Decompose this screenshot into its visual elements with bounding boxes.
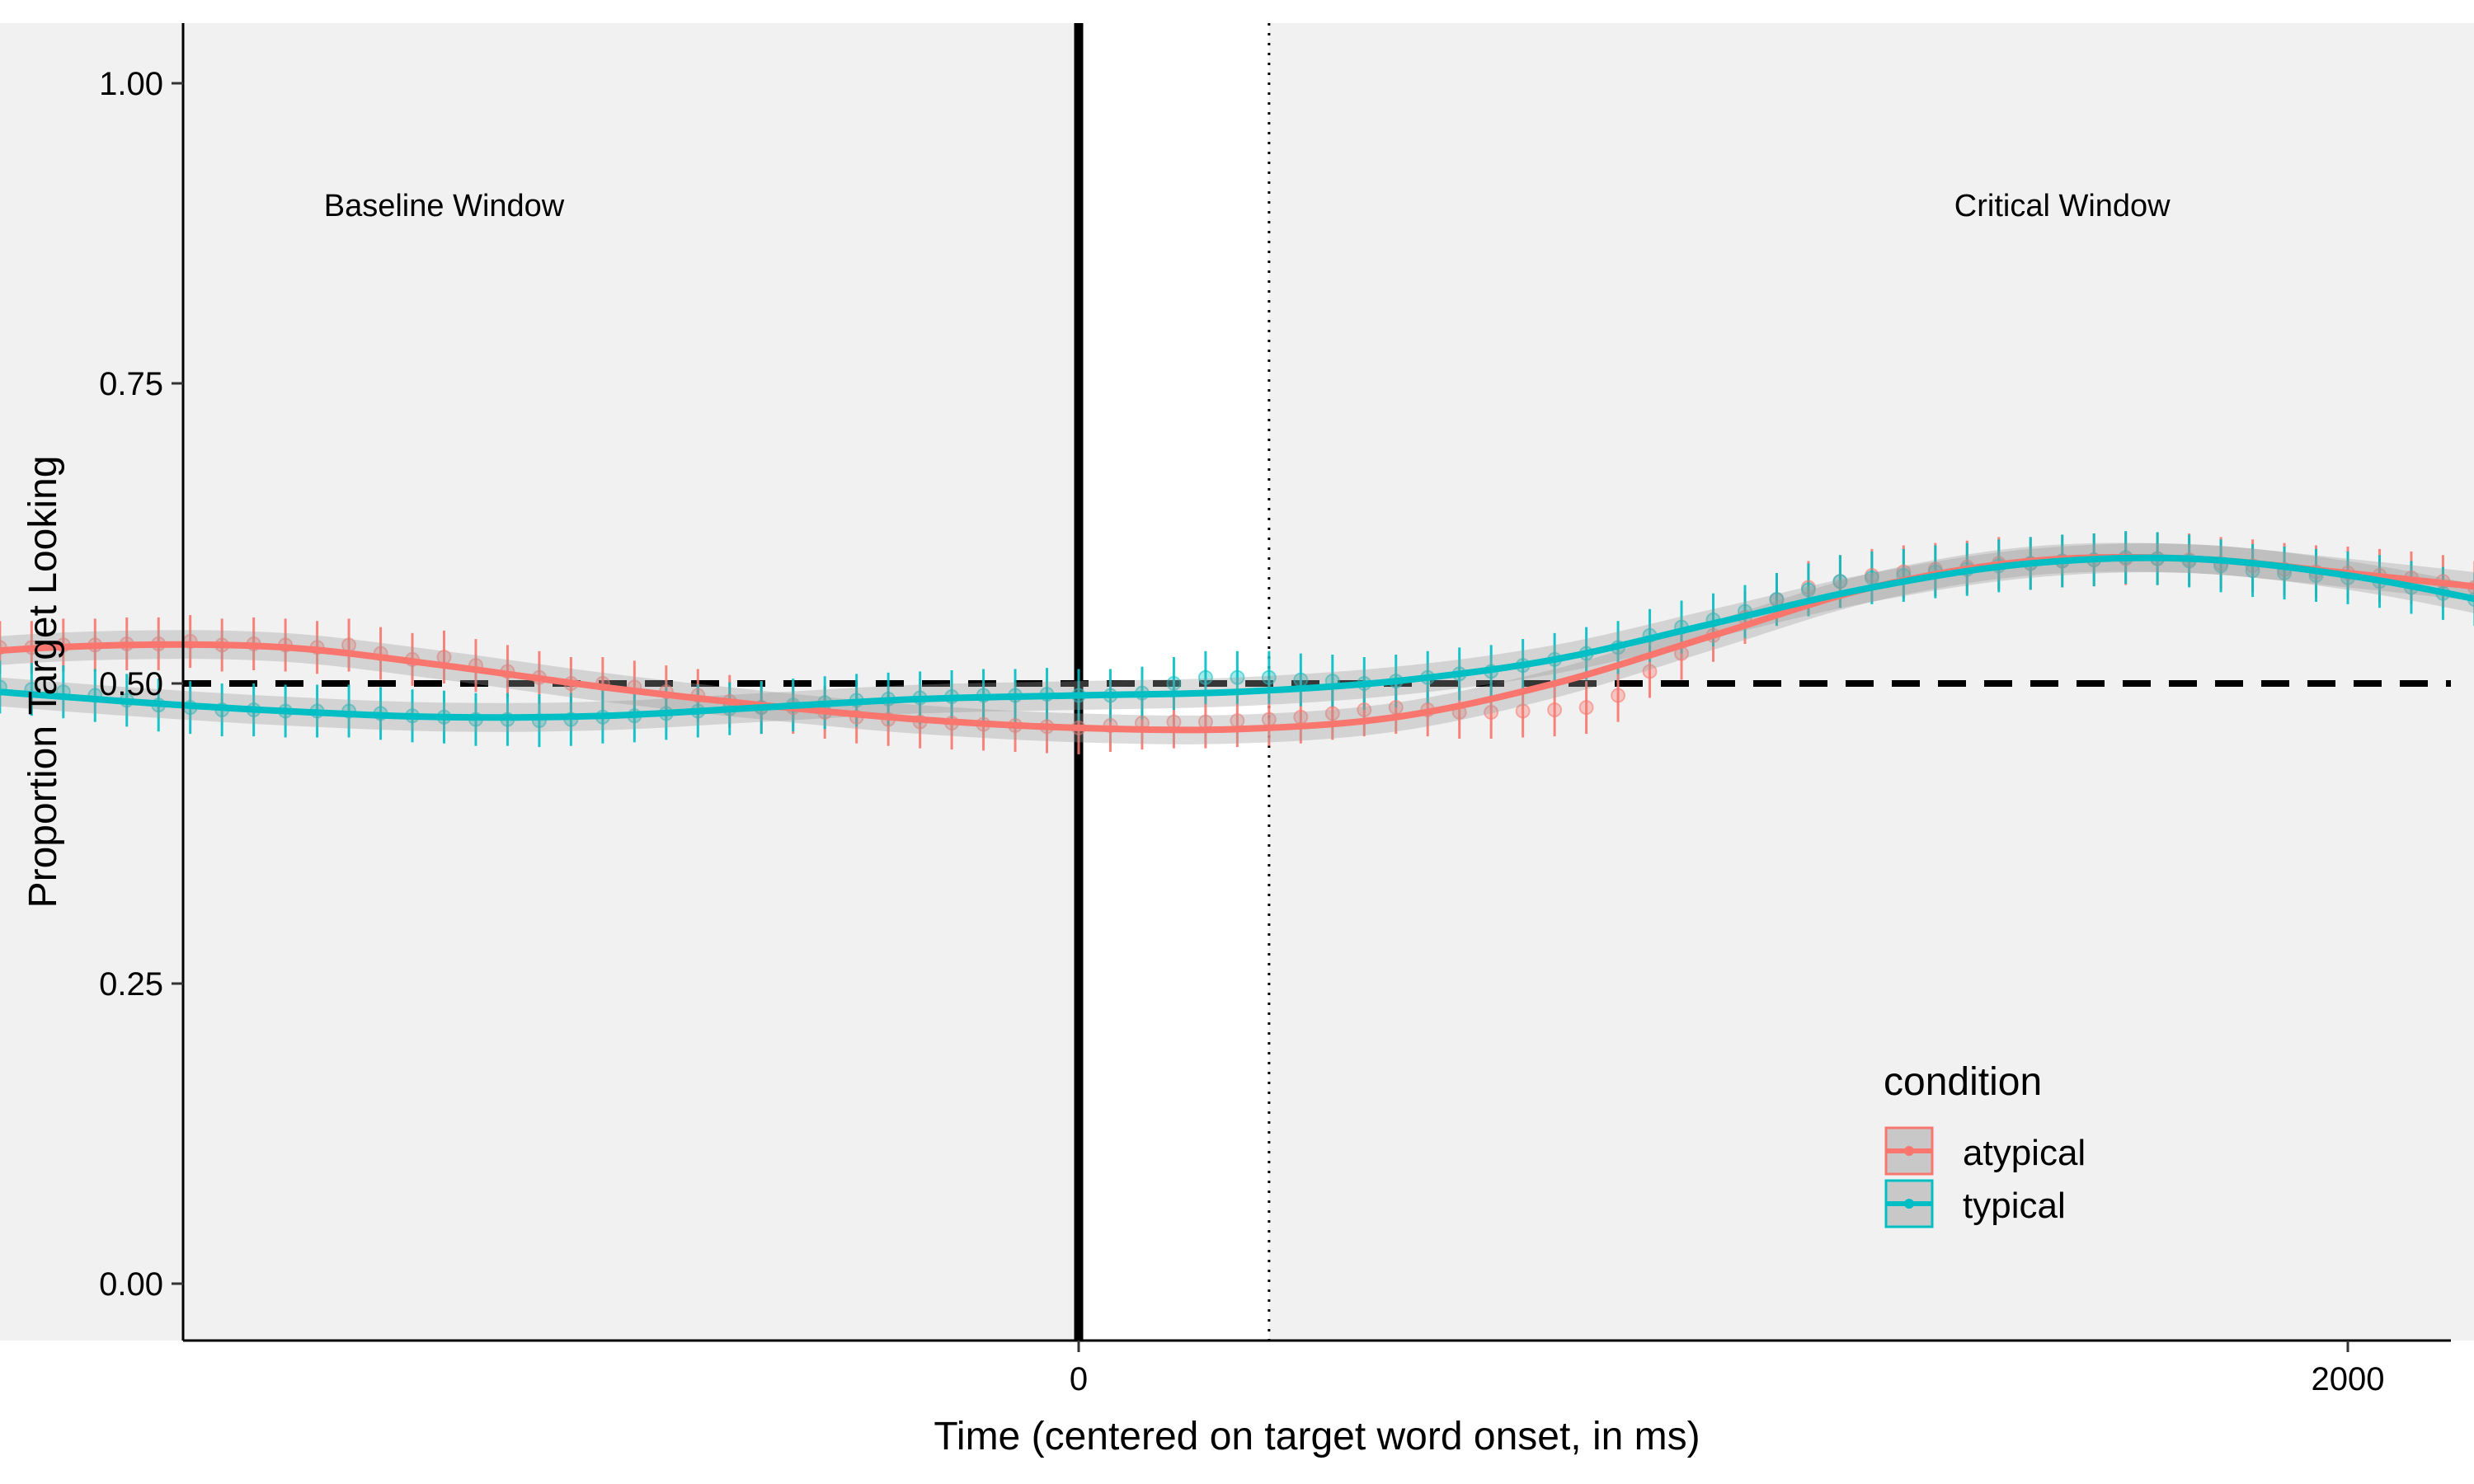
data-point-typical [1832, 574, 1848, 589]
data-point-atypical [1611, 688, 1626, 703]
y-tick-label: 0.50 [99, 666, 163, 702]
legend-label-typical: typical [1963, 1186, 2066, 1226]
x-tick-label: 2000 [2312, 1361, 2385, 1397]
data-point-typical [1800, 582, 1816, 598]
data-point-typical [1230, 669, 1245, 685]
y-axis-ticks: 0.00 0.25 0.50 0.75 1.00 [99, 66, 183, 1303]
y-axis-label: Proportion Target Looking [21, 456, 65, 909]
legend-key-typical [1884, 1179, 1934, 1228]
legend: condition atypical typical [1884, 1060, 2086, 1228]
x-tick-label: 0 [1070, 1361, 1088, 1397]
data-point-atypical [1547, 702, 1563, 718]
data-point-atypical [1484, 704, 1499, 720]
smooth-line-typical [0, 554, 2474, 721]
data-point-typical [1261, 669, 1277, 685]
legend-title: condition [1884, 1060, 2042, 1104]
data-point-atypical [1515, 703, 1531, 719]
legend-label-atypical: atypical [1963, 1133, 2086, 1173]
window-label: Critical Window [1954, 189, 2171, 223]
y-tick-label: 0.75 [99, 366, 163, 402]
data-point-atypical [1578, 700, 1594, 716]
y-tick-label: 0.00 [99, 1266, 163, 1303]
y-tick-label: 1.00 [99, 66, 163, 102]
data-point-atypical [1357, 702, 1372, 718]
data-point-typical [1197, 669, 1213, 685]
y-tick-label: 0.25 [99, 966, 163, 1003]
data-point-typical [1166, 676, 1182, 691]
smooth-lines [0, 553, 2474, 734]
window-label: Baseline Window [324, 189, 565, 223]
data-point-atypical [1324, 706, 1340, 721]
smooth-line-atypical [0, 553, 2474, 734]
x-axis-label: Time (centered on target word onset, in … [934, 1415, 1700, 1458]
x-axis-ticks: -2000020004000 [1070, 1341, 2385, 1397]
legend-key-atypical [1884, 1126, 1934, 1176]
data-point-atypical [1642, 664, 1658, 679]
